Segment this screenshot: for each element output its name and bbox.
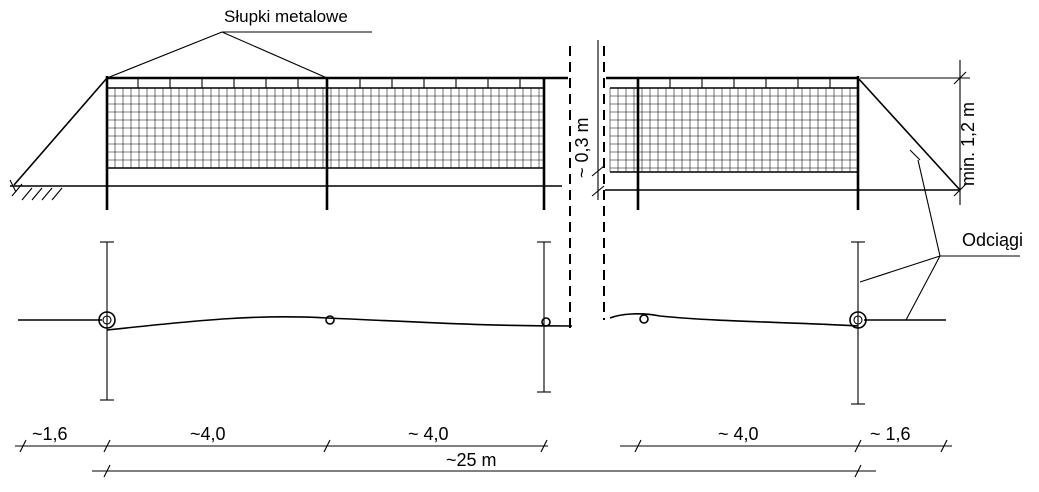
- dim-total-length: ~25 m: [446, 450, 497, 470]
- posts-leader-right: [221, 31, 328, 79]
- plan-post-5: [849, 311, 867, 329]
- fence-line-left: [106, 315, 573, 331]
- height-dimension-label: min. 1,2 m: [958, 102, 978, 186]
- posts-label: Słupki metalowe: [224, 7, 348, 26]
- guys-label: Odciągi: [962, 230, 1023, 250]
- plan-view: [18, 241, 946, 405]
- dim-span-2: ~ 4,0: [408, 424, 449, 444]
- top-ticks-left: [137, 78, 521, 88]
- dim-left-overhang: ~1,6: [32, 424, 68, 444]
- guys-leader-3: [905, 255, 941, 321]
- plan-post-1: [98, 311, 116, 329]
- dim-span-3: ~ 4,0: [718, 424, 759, 444]
- ground-hatch: [9, 179, 63, 201]
- plan-post-2: [325, 315, 335, 325]
- mesh-left: [106, 87, 544, 169]
- gap-dimension-label: ~ 0,3 m: [572, 117, 592, 178]
- guy-wire-right: [857, 77, 961, 191]
- plan-post-4: [639, 314, 649, 324]
- guy-wire-left: [13, 77, 108, 186]
- dim-span-1: ~4,0: [190, 424, 226, 444]
- plan-post-3: [541, 317, 551, 327]
- elevation-view: Słupki metalowe min. 1,2 m: [9, 7, 978, 330]
- top-ticks-right: [637, 78, 831, 88]
- fence-line-right: [609, 313, 859, 327]
- guys-leader-1: [917, 159, 941, 257]
- mesh-right: [609, 87, 859, 172]
- dim-right-overhang: ~ 1,6: [870, 424, 911, 444]
- guys-leader-2: [859, 255, 941, 283]
- dimension-lines: ~1,6 ~4,0 ~ 4,0 ~ 4,0 ~ 1,6 ~25 m: [15, 424, 952, 478]
- posts-leader-left: [106, 31, 223, 79]
